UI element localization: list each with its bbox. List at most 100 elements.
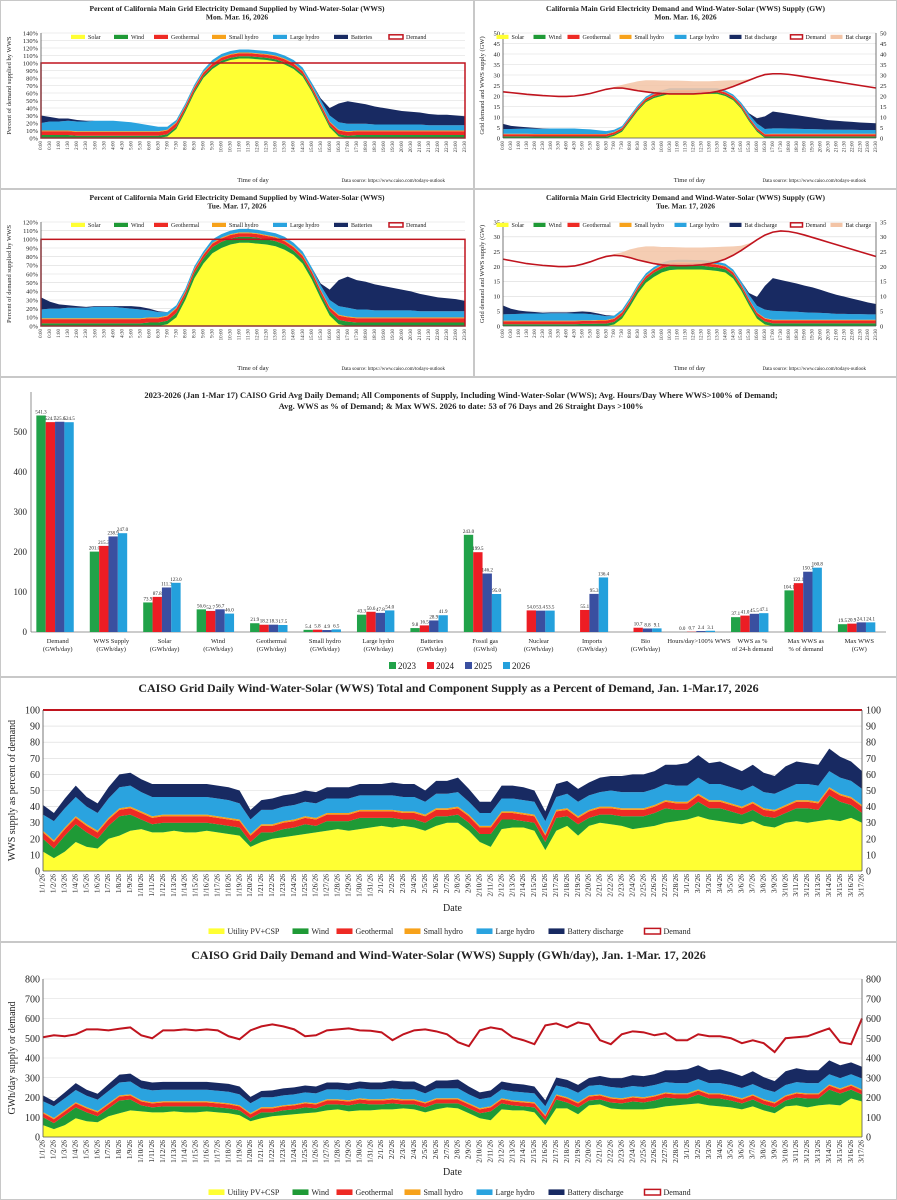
category-label: Solar bbox=[158, 638, 173, 645]
legend-swatch-demand bbox=[643, 927, 662, 935]
category-label: (GWh/day) bbox=[417, 646, 447, 653]
y-tick-label: 0 bbox=[497, 323, 500, 330]
legend-label-geothermal: Geothermal bbox=[583, 223, 612, 229]
y2-tick-label: 90 bbox=[866, 722, 876, 733]
x-tick-label: 18:30 bbox=[373, 141, 378, 153]
legend-label-bat-charge: Bat charge bbox=[846, 35, 872, 41]
x-tick-label: 16:00 bbox=[755, 329, 760, 341]
x-tick-label: 2/11/26 bbox=[485, 874, 494, 897]
x-tick-label: 20:30 bbox=[409, 329, 414, 341]
x-tick-label: 2/9/26 bbox=[464, 874, 473, 893]
x-tick-label: 2/16/26 bbox=[540, 874, 549, 897]
legend-label-bat-discharge: Bat discharge bbox=[745, 35, 778, 41]
chart-title: Percent of California Main Grid Electric… bbox=[90, 193, 385, 202]
bar-value-label: 16.5 bbox=[420, 620, 429, 625]
y2-tick-label: 0 bbox=[880, 135, 883, 142]
x-tick-label: 11:00 bbox=[238, 141, 243, 153]
x-tick-label: 11:00 bbox=[676, 329, 681, 341]
x-tick-label: 5:30 bbox=[588, 141, 593, 150]
y-tick-label: 100 bbox=[14, 587, 28, 597]
bar-value-label: 524.5 bbox=[63, 417, 75, 422]
category-label: Nuclear bbox=[528, 638, 549, 645]
bar-value-label: 136.4 bbox=[598, 572, 610, 577]
x-tick-label: 3:30 bbox=[557, 141, 562, 150]
area-batteries bbox=[41, 49, 465, 127]
x-tick-label: 8:00 bbox=[628, 141, 633, 150]
bar-value-label: 87.8 bbox=[153, 592, 162, 597]
x-tick-label: 1/16/26 bbox=[202, 1140, 211, 1163]
x-tick-label: 16:30 bbox=[337, 141, 342, 153]
y-tick-label: 35 bbox=[494, 219, 501, 226]
x-tick-label: 3/14/26 bbox=[824, 1140, 833, 1163]
y2-tick-label: 600 bbox=[866, 1014, 881, 1025]
bar-2025 bbox=[268, 624, 279, 632]
x-tick-label: 9:30 bbox=[652, 141, 657, 150]
legend-label-solar: Solar bbox=[512, 223, 525, 229]
bar-2023 bbox=[36, 415, 46, 632]
chart-subtitle: Tue. Mar. 17, 2026 bbox=[656, 202, 715, 211]
x-tick-label: 21:30 bbox=[427, 141, 432, 153]
y-tick-label: 35 bbox=[494, 62, 501, 69]
x-tick-label: 13:30 bbox=[715, 141, 720, 153]
x-tick-label: 3/15/26 bbox=[835, 1140, 844, 1163]
bar-2024 bbox=[473, 552, 483, 632]
x-tick-label: 2/4/26 bbox=[409, 874, 418, 893]
x-tick-label: 2/13/26 bbox=[507, 874, 516, 897]
x-tick-label: 7:00 bbox=[165, 329, 170, 338]
x-tick-label: 0:00 bbox=[501, 141, 506, 150]
area-large-hydro bbox=[41, 228, 465, 319]
y-tick-label: 700 bbox=[25, 994, 40, 1005]
legend-swatch-large-hydro bbox=[476, 1189, 493, 1195]
x-tick-label: 23:00 bbox=[866, 141, 871, 153]
y-tick-label: 10% bbox=[26, 315, 39, 322]
y-tick-label: 20 bbox=[30, 834, 40, 845]
panel-mar17-gw: California Main Grid Electricity Demand … bbox=[474, 189, 897, 377]
area-wind bbox=[43, 795, 862, 859]
bar-2026 bbox=[117, 533, 128, 632]
category-label: Demand bbox=[47, 638, 70, 645]
x-tick-label: 1/14/26 bbox=[180, 1140, 189, 1163]
x-tick-label: 1/8/26 bbox=[114, 1140, 123, 1159]
legend-swatch-large-hydro bbox=[273, 34, 287, 39]
y2-tick-label: 45 bbox=[880, 41, 887, 48]
x-tick-label: 23:00 bbox=[454, 141, 459, 153]
bar-2025 bbox=[696, 631, 706, 632]
bar-value-label: 95.0 bbox=[492, 589, 501, 594]
legend-label-large-hydro: Large hydro bbox=[290, 35, 319, 41]
legend-label-wind: Wind bbox=[131, 223, 144, 229]
bar-value-label: 2.4 bbox=[698, 626, 705, 631]
legend-swatch-bat-discharge bbox=[729, 222, 742, 227]
category-label: Fossil gas bbox=[472, 638, 498, 645]
x-tick-label: 2/2/26 bbox=[387, 1140, 396, 1159]
x-tick-label: 20:00 bbox=[819, 329, 824, 341]
bar-2025 bbox=[856, 622, 866, 632]
x-tick-label: 7:00 bbox=[165, 141, 170, 150]
x-tick-label: 15:30 bbox=[747, 141, 752, 153]
x-tick-label: 1/17/26 bbox=[212, 1140, 221, 1163]
x-tick-label: 3/4/26 bbox=[715, 874, 724, 893]
x-tick-label: 1/11/26 bbox=[147, 1140, 156, 1163]
chart-svg: CAISO Grid Daily Wind-Water-Solar (WWS) … bbox=[7, 681, 881, 936]
y-tick-label: 5 bbox=[497, 308, 500, 315]
x-tick-label: 1:30 bbox=[525, 329, 530, 338]
x-tick-label: 17:30 bbox=[355, 141, 360, 153]
y-tick-label: 0 bbox=[23, 627, 28, 637]
demand-line bbox=[42, 1018, 863, 1054]
legend-label-demand: Demand bbox=[664, 1188, 691, 1197]
x-tick-label: 1/1/26 bbox=[38, 874, 47, 893]
legend-label-small-hydro: Small hydro bbox=[424, 1188, 463, 1197]
x-tick-label: 1/28/26 bbox=[333, 874, 342, 897]
bar-2023 bbox=[303, 629, 313, 632]
x-tick-label: 17:00 bbox=[346, 329, 351, 341]
x-tick-label: 18:30 bbox=[795, 141, 800, 153]
x-tick-label: 10:30 bbox=[229, 141, 234, 153]
x-tick-label: 10:00 bbox=[660, 141, 665, 153]
x-tick-label: 12:00 bbox=[692, 141, 697, 153]
legend-swatch-battery-discharge bbox=[548, 928, 565, 934]
y2-tick-label: 400 bbox=[866, 1054, 881, 1065]
bar-value-label: 50.6 bbox=[367, 607, 376, 612]
legend-swatch-small-hydro bbox=[404, 928, 421, 934]
bar-2025 bbox=[322, 630, 332, 632]
x-tick-label: 2/24/26 bbox=[627, 1140, 636, 1163]
x-tick-label: 1:30 bbox=[66, 141, 71, 150]
